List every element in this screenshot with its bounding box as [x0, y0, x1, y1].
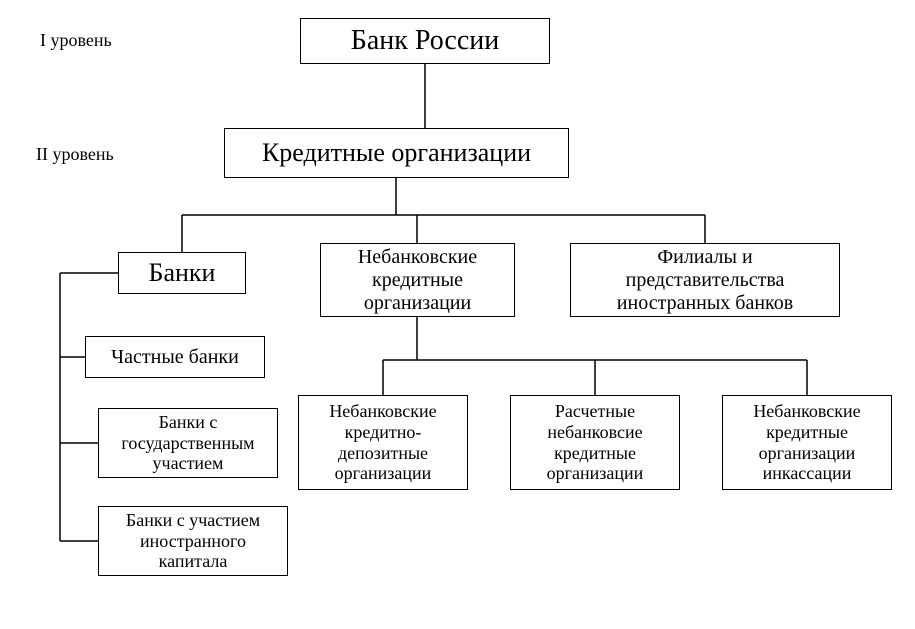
- node-root: Банк России: [300, 18, 550, 64]
- level1-label: I уровень: [40, 30, 112, 51]
- node-state-banks: Банки с государственным участием: [98, 408, 278, 478]
- node-nbco-deposit: Небанковские кредитно-депозитные организ…: [298, 395, 468, 490]
- level2-label: II уровень: [36, 144, 114, 165]
- node-banks: Банки: [118, 252, 246, 294]
- diagram-canvas: I уровень II уровень Банк России Кредитн…: [0, 0, 915, 629]
- node-foreign-capital-banks: Банки с участием иностранного капитала: [98, 506, 288, 576]
- node-nbco: Небанковские кредитные организации: [320, 243, 515, 317]
- node-nbco-collection: Небанковские кредитные организации инкас…: [722, 395, 892, 490]
- node-credit-orgs: Кредитные организации: [224, 128, 569, 178]
- node-branches: Филиалы и представительства иностранных …: [570, 243, 840, 317]
- node-nbco-settlement: Расчетные небанковсие кредитные организа…: [510, 395, 680, 490]
- node-private-banks: Частные банки: [85, 336, 265, 378]
